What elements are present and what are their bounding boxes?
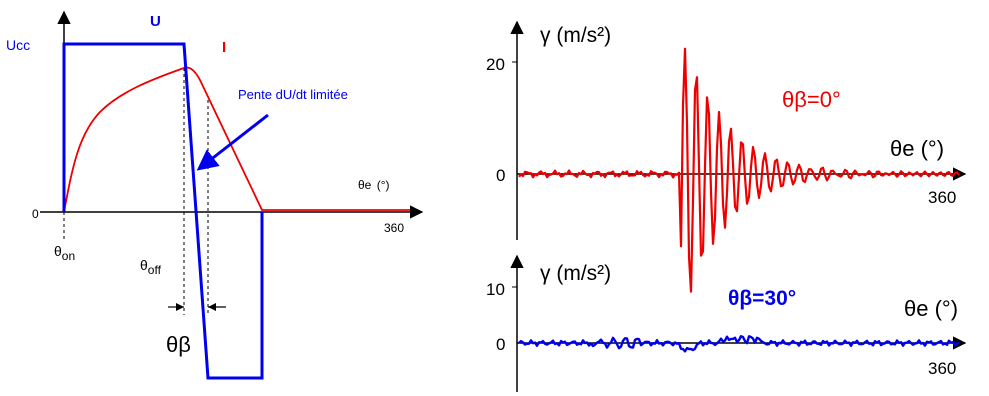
top-tick-0-label: 0: [496, 166, 505, 185]
slope-annotation-arrow: [196, 113, 269, 171]
zero-label: 0: [32, 207, 39, 221]
theta-beta-marker: [168, 303, 226, 311]
top-x-label: θe (°): [890, 136, 944, 161]
current-label: I: [222, 39, 226, 56]
bottom-vibration-signal: [518, 335, 960, 353]
theta-beta-label: θβ: [166, 332, 191, 357]
bottom-tick-10-label: 10: [486, 280, 505, 299]
right-top-plot: γ (m/s²) 20 0 θβ=0° θe (°) 360: [486, 20, 967, 293]
bottom-y-label: γ (m/s²): [540, 262, 611, 285]
bottom-tick-0-label: 0: [496, 335, 505, 354]
bottom-angle-label: θβ=30°: [728, 287, 796, 310]
current-curve: [63, 66, 410, 213]
top-x-end-label: 360: [928, 188, 956, 207]
right-bottom-plot: γ (m/s²) 10 0 θβ=30° θe (°) 360: [486, 254, 967, 392]
top-angle-label: θβ=0°: [782, 87, 841, 112]
slope-annotation: Pente dU/dt limitée: [238, 87, 348, 102]
bottom-x-end-label: 360: [928, 359, 956, 378]
voltage-waveform: [62, 42, 264, 380]
ucc-label: Ucc: [6, 37, 30, 53]
left-diagram: Ucc U I 0 θe (°) 360 θon θoff θβ Pente d…: [6, 10, 424, 380]
voltage-label: U: [150, 13, 161, 30]
theta-off-label: θoff: [140, 257, 162, 277]
theta-e-axis-label: θe (°): [358, 178, 390, 192]
top-vibration-signal: [518, 47, 960, 293]
axis-end-360: 360: [384, 221, 404, 235]
top-y-label: γ (m/s²): [540, 24, 611, 47]
bottom-x-label: θe (°): [904, 296, 958, 321]
top-tick-20-label: 20: [486, 55, 505, 74]
theta-on-label: θon: [54, 243, 75, 263]
